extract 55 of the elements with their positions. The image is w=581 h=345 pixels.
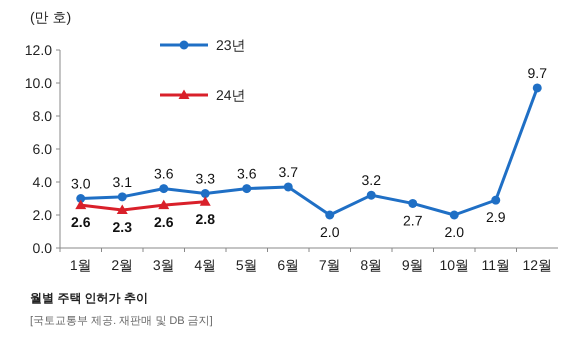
point [159, 184, 168, 194]
point [116, 204, 128, 214]
point [408, 198, 418, 208]
data-label: 2.6 [154, 214, 174, 230]
y-tick-label: 4.0 [32, 174, 52, 190]
x-tick-label: 12월 [522, 257, 552, 273]
y-tick-label: 0.0 [32, 240, 52, 256]
data-label: 2.8 [196, 210, 216, 227]
y-tick-label: 8.0 [32, 108, 52, 124]
data-label: 3.6 [154, 166, 174, 182]
data-label: 3.6 [237, 166, 257, 182]
y-tick-label: 10.0 [24, 75, 52, 91]
point [366, 190, 376, 200]
data-label: 2.6 [71, 214, 91, 230]
x-tick-label: 7월 [318, 257, 341, 273]
point [325, 210, 334, 220]
y-axis-title: (만 호) [30, 9, 72, 25]
text: [국토교통부 제공. 재판매 및 DB 금지] [30, 315, 213, 327]
y-tick-label: 2.0 [32, 207, 52, 223]
x-tick-label: 6월 [277, 257, 300, 273]
x-tick-label: 5월 [236, 257, 258, 273]
point [200, 196, 211, 206]
data-label: 2.7 [403, 212, 423, 228]
legend-label: 24년 [216, 87, 246, 103]
data-label: 3.0 [71, 176, 91, 192]
point [284, 182, 293, 192]
data-label: 3.1 [112, 174, 132, 190]
x-tick-label: 2월 [111, 257, 134, 273]
data-label: 2.0 [444, 224, 464, 240]
data-label: 3.7 [278, 164, 298, 180]
point [118, 192, 127, 202]
text: 월별 주택 인허가 추이 [30, 291, 148, 305]
x-tick-label: 8월 [360, 257, 382, 273]
data-label: 3.2 [362, 172, 382, 188]
point [491, 196, 500, 205]
y-tick-label: 6.0 [32, 141, 52, 157]
x-tick-label: 9월 [402, 257, 424, 273]
x-tick-label: 1월 [70, 257, 92, 273]
point [532, 83, 542, 92]
point [75, 200, 86, 210]
x-tick-label: 3월 [152, 257, 175, 273]
data-label: 2.3 [112, 219, 132, 236]
point [200, 189, 210, 198]
x-tick-label: 4월 [194, 257, 216, 273]
y-tick-label: 12.0 [24, 42, 52, 58]
point [158, 200, 170, 210]
data-label: 2.0 [320, 224, 340, 240]
point [242, 184, 252, 194]
x-tick-label: 10월 [439, 257, 470, 273]
legend-label: 23년 [216, 37, 246, 53]
data-label: 9.7 [528, 64, 548, 81]
data-label: 2.9 [486, 209, 506, 226]
x-tick-label: 11월 [481, 257, 510, 273]
point [450, 210, 459, 220]
data-label: 3.3 [196, 170, 216, 187]
